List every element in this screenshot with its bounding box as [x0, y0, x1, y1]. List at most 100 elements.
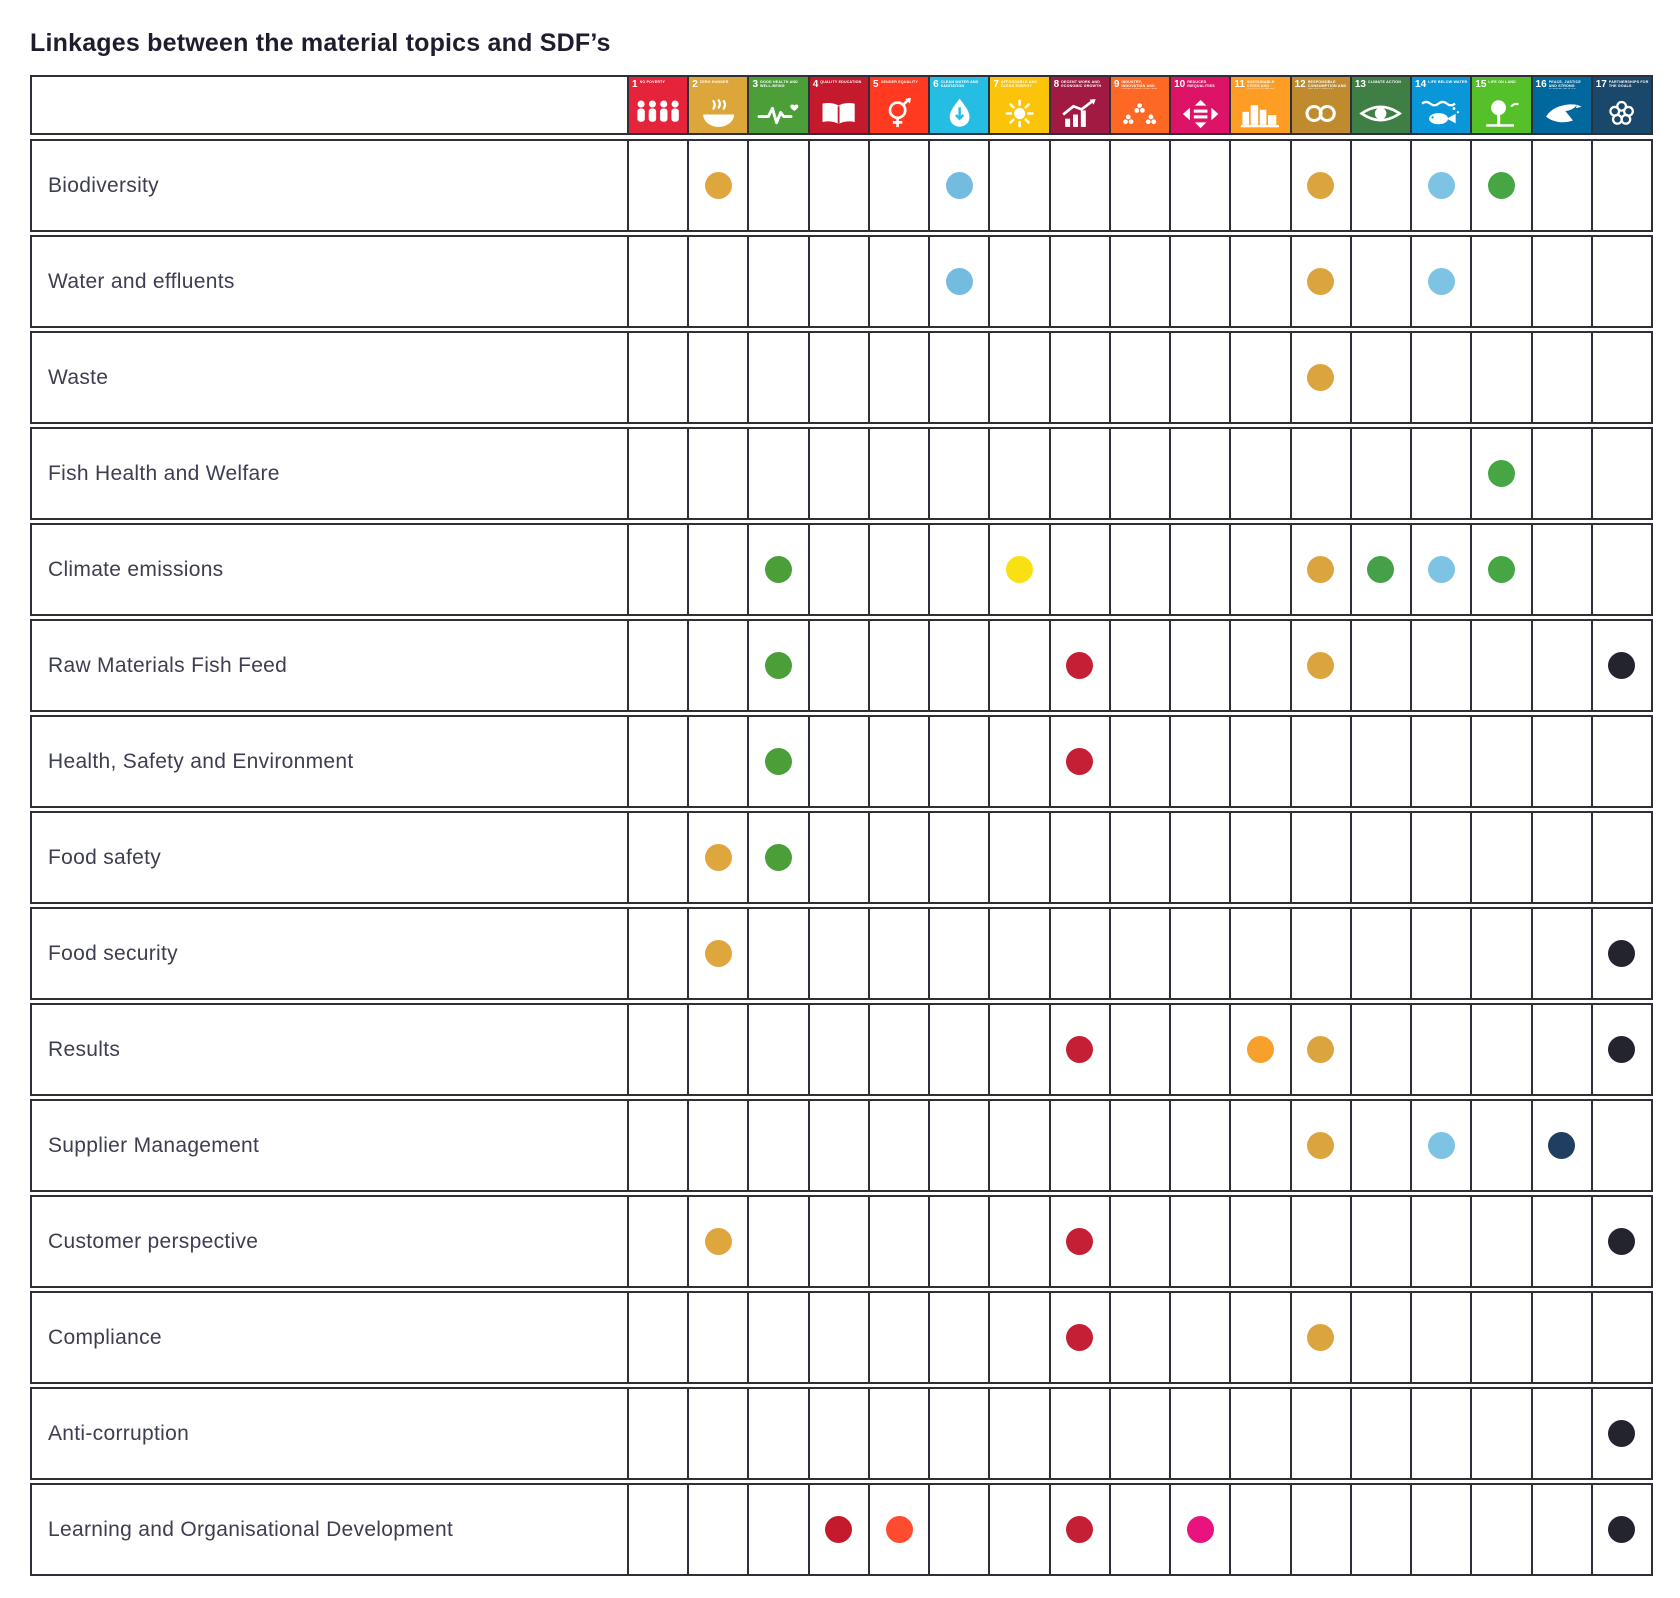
matrix-cell	[1470, 717, 1531, 806]
link-dot	[765, 748, 793, 775]
link-dot	[1427, 556, 1455, 583]
row-label: Anti-corruption	[48, 1421, 190, 1445]
matrix-cell	[928, 237, 989, 326]
sdg-6-caption: 6 CLEAN WATER AND SANITATION	[933, 79, 979, 90]
matrix-cell	[807, 333, 868, 422]
matrix-cell	[1229, 1005, 1290, 1094]
matrix-cell	[1349, 1293, 1411, 1382]
table-row: Raw Materials Fish Feed	[30, 619, 1653, 712]
matrix-cell	[1530, 1101, 1591, 1190]
matrix-cell	[1349, 429, 1411, 518]
matrix-cell	[1410, 525, 1471, 614]
matrix-cell	[627, 141, 688, 230]
sdg-5-caption: 5 GENDER EQUALITY	[872, 79, 919, 90]
link-dot	[1307, 172, 1335, 199]
matrix-cell	[1108, 813, 1170, 902]
row-label: Learning and Organisational Development	[48, 1517, 454, 1541]
matrix-cell	[1229, 1293, 1290, 1382]
matrix-cell	[1169, 525, 1230, 614]
matrix-cell	[988, 1293, 1049, 1382]
matrix-cell	[1108, 909, 1170, 998]
table-row: Climate emissions	[30, 523, 1653, 616]
matrix-cell	[867, 1293, 929, 1382]
matrix-cell	[1229, 1101, 1290, 1190]
matrix-cell	[687, 1485, 748, 1574]
matrix-cell	[807, 1101, 868, 1190]
matrix-cell	[1530, 1389, 1591, 1478]
matrix-cell	[988, 813, 1049, 902]
sdg-3-caption: 3 GOOD HEALTH AND WELL-BEING	[752, 79, 798, 90]
matrix-cell	[988, 621, 1049, 710]
matrix-cell	[867, 1197, 929, 1286]
link-dot	[825, 1516, 853, 1543]
table-row: Anti-corruption	[30, 1387, 1653, 1480]
matrix-cell	[627, 1101, 688, 1190]
matrix-cell	[1048, 237, 1109, 326]
matrix-cell	[1289, 1389, 1350, 1478]
link-dot	[1307, 652, 1335, 679]
matrix-cell	[1229, 1389, 1290, 1478]
matrix-cell	[867, 237, 929, 326]
link-dot	[1608, 940, 1636, 967]
matrix-cell	[807, 1197, 868, 1286]
matrix-cell	[627, 1389, 688, 1478]
matrix-cell	[1229, 1197, 1290, 1286]
matrix-cell	[1048, 1293, 1109, 1382]
matrix-cell	[1410, 1005, 1471, 1094]
matrix-cell	[1530, 909, 1591, 998]
sdg-7-header: 7 AFFORDABLE AND CLEAN ENERGY	[988, 77, 1049, 133]
matrix-cell	[988, 1005, 1049, 1094]
sdg-13-header: 13 CLIMATE ACTION	[1349, 77, 1411, 133]
matrix-cell	[627, 1197, 688, 1286]
sdg-14-caption: 14 LIFE BELOW WATER	[1415, 79, 1468, 90]
sdg2-bowl-icon	[702, 99, 734, 127]
matrix-cell	[1410, 429, 1471, 518]
matrix-cell	[1048, 1005, 1109, 1094]
matrix-cell	[928, 1197, 989, 1286]
matrix-cell	[1590, 717, 1651, 806]
matrix-cell	[1169, 717, 1230, 806]
matrix-cell	[1470, 429, 1531, 518]
sdg-15-header: 15 LIFE ON LAND	[1470, 77, 1531, 133]
matrix-cell	[928, 1005, 989, 1094]
matrix-cell	[687, 717, 748, 806]
table-row: Learning and Organisational Development	[30, 1483, 1653, 1576]
matrix-cell	[1349, 1101, 1411, 1190]
matrix-cell	[867, 1005, 929, 1094]
matrix-cell	[747, 237, 808, 326]
matrix-cell	[988, 717, 1049, 806]
matrix-cell	[807, 813, 868, 902]
link-dot	[1427, 268, 1455, 295]
link-dot	[765, 556, 793, 583]
row-label: Supplier Management	[48, 1133, 260, 1157]
matrix-cell	[867, 429, 929, 518]
matrix-cell	[867, 621, 929, 710]
matrix-cell	[747, 1197, 808, 1286]
matrix-cell	[1590, 141, 1651, 230]
matrix-cell	[747, 621, 808, 710]
sdg-2-header: 2 ZERO HUNGER	[687, 77, 748, 133]
matrix-cell	[867, 717, 929, 806]
matrix-cell	[687, 813, 748, 902]
sdg-14-header: 14 LIFE BELOW WATER	[1410, 77, 1471, 133]
matrix-cell	[1289, 909, 1350, 998]
linkage-matrix: 1 NO POVERTY 2 ZERO HUNGER 3 GOOD HEALTH AND…	[30, 75, 1653, 1579]
matrix-cell	[1289, 1485, 1350, 1574]
matrix-cell	[1229, 717, 1290, 806]
row-label: Compliance	[48, 1325, 162, 1349]
row-label: Health, Safety and Environment	[48, 749, 354, 773]
matrix-cell	[747, 909, 808, 998]
link-dot	[1608, 1036, 1636, 1063]
matrix-cell	[1590, 525, 1651, 614]
matrix-cell	[988, 333, 1049, 422]
table-row: Supplier Management	[30, 1099, 1653, 1192]
link-dot	[704, 172, 732, 199]
matrix-cell	[1289, 1005, 1350, 1094]
matrix-cell	[1349, 1389, 1411, 1478]
link-dot	[765, 844, 793, 871]
matrix-cell	[1048, 621, 1109, 710]
matrix-cell	[1169, 429, 1230, 518]
matrix-cell	[627, 333, 688, 422]
